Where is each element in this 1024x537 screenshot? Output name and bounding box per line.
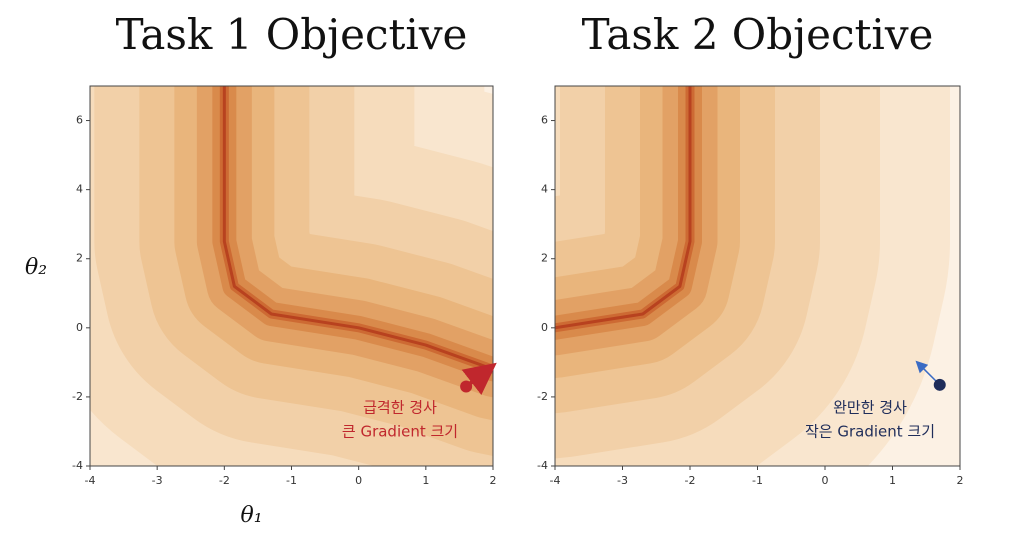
- plot-area: [555, 86, 960, 466]
- y-tick-label: 0: [541, 321, 548, 334]
- annotation: 완만한 경사: [833, 399, 907, 417]
- y-tick-label: -4: [537, 459, 548, 472]
- x-tick-label: -2: [219, 474, 230, 487]
- x-tick-label: -1: [752, 474, 763, 487]
- chart-title: Task 2 Objective: [582, 10, 934, 59]
- y-axis-label: θ₂: [25, 255, 47, 280]
- y-tick-label: 0: [76, 321, 83, 334]
- x-tick-label: -3: [152, 474, 163, 487]
- y-tick-label: 2: [541, 252, 548, 265]
- x-tick-label: 0: [822, 474, 829, 487]
- y-tick-label: 4: [76, 183, 83, 196]
- y-tick-label: -4: [72, 459, 83, 472]
- x-tick-label: -4: [85, 474, 96, 487]
- plot-area: [90, 86, 493, 466]
- x-tick-label: -4: [550, 474, 561, 487]
- x-tick-label: 0: [355, 474, 362, 487]
- contour-band: [555, 86, 692, 330]
- x-tick-label: 2: [957, 474, 964, 487]
- y-tick-label: 2: [76, 252, 83, 265]
- x-tick-label: 1: [422, 474, 429, 487]
- annotation: 큰 Gradient 크기: [342, 423, 458, 441]
- point: [460, 380, 473, 393]
- y-tick-label: 6: [541, 114, 548, 127]
- x-tick-label: -3: [617, 474, 628, 487]
- point: [933, 378, 946, 391]
- x-tick-label: 1: [889, 474, 896, 487]
- chart-title: Task 1 Objective: [116, 10, 468, 59]
- annotation: 작은 Gradient 크기: [805, 423, 935, 441]
- y-tick-label: -2: [72, 390, 83, 403]
- y-tick-label: 4: [541, 183, 548, 196]
- x-tick-label: -2: [685, 474, 696, 487]
- y-tick-label: 6: [76, 114, 83, 127]
- annotation: 급격한 경사: [363, 399, 437, 417]
- x-axis-label: θ₁: [240, 503, 262, 528]
- y-tick-label: -2: [537, 390, 548, 403]
- x-tick-label: 2: [490, 474, 497, 487]
- x-tick-label: -1: [286, 474, 297, 487]
